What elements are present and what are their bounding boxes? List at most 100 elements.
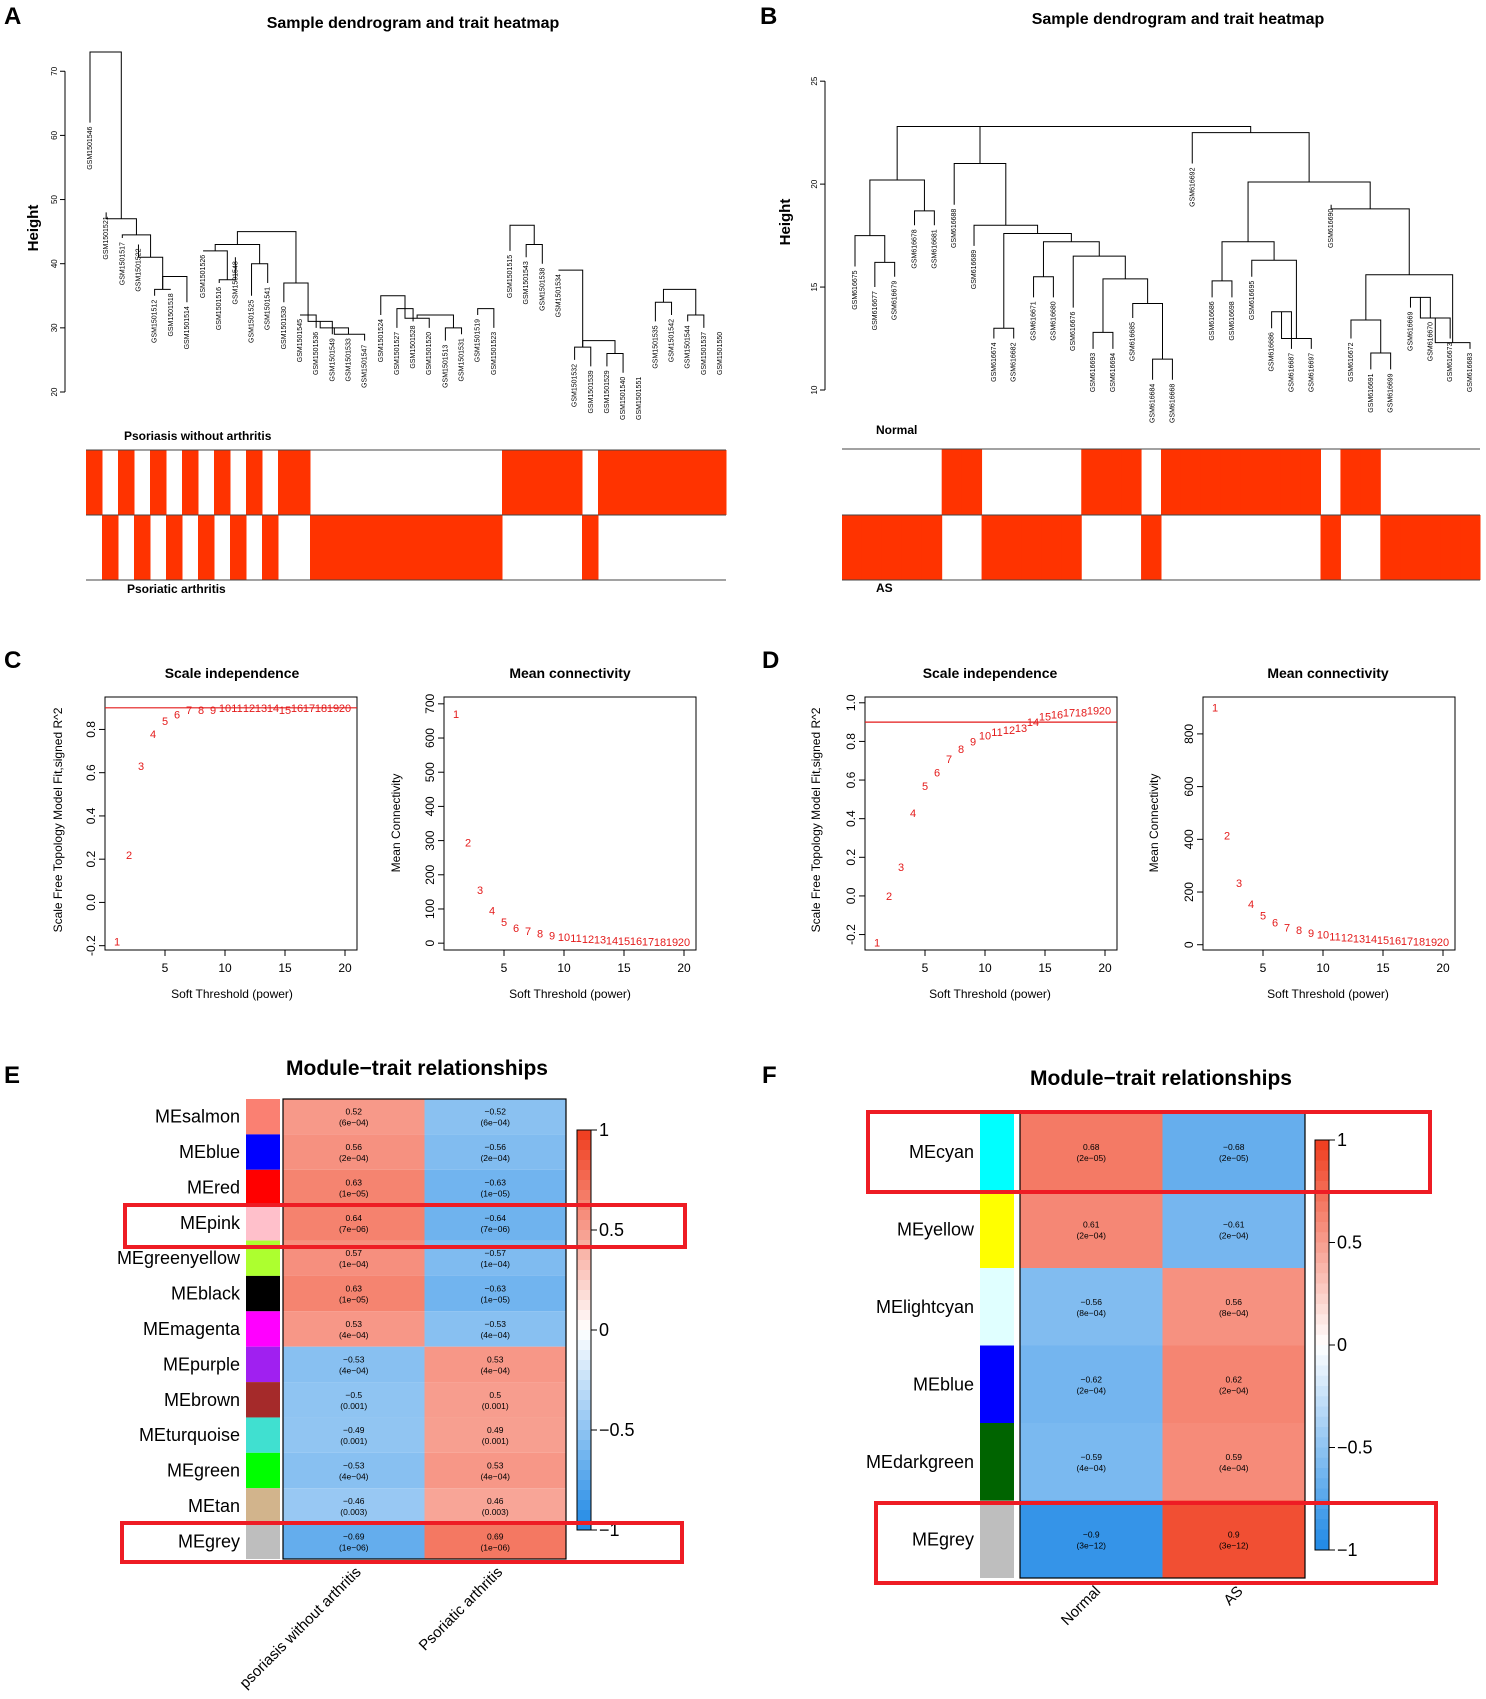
conn-c-point: 16 xyxy=(630,936,642,948)
dendrogram-b-branch xyxy=(914,210,935,226)
heatmap-e-colorbar-step xyxy=(577,1480,591,1491)
dendrogram-a-leaf-label: GSM1501520 xyxy=(426,332,433,375)
dendrogram-b-branch xyxy=(1221,241,1275,281)
heatmap-f-cell-corr: −0.62 xyxy=(1080,1374,1102,1384)
heatmap-e-cell-corr: 0.53 xyxy=(487,1461,504,1471)
dendrogram-b-leaf-label: GSM616675 xyxy=(852,270,859,309)
dendrogram-a-leaf-label: GSM1501549 xyxy=(329,338,336,381)
heatmap-e-colorbar-step xyxy=(577,1450,591,1461)
heatmap-e-cell-pval: (0.003) xyxy=(340,1507,367,1517)
dendrogram-b-leaf-label: GSM616669 xyxy=(1407,312,1414,351)
scale-d-point: 5 xyxy=(922,781,928,793)
conn-d-point: 9 xyxy=(1308,928,1314,940)
heatmap-e-module-label: MEpurple xyxy=(163,1354,240,1374)
heatmap-e-colorbar-step xyxy=(577,1520,591,1531)
dendrogram-a-branch xyxy=(416,314,454,328)
heatmap-e-colorbar-tick-label: 0 xyxy=(599,1320,609,1340)
conn-c-point: 14 xyxy=(606,935,618,947)
heatmap-f-cell xyxy=(1020,1345,1163,1423)
heatmap-e-cell-corr: 0.52 xyxy=(345,1107,362,1117)
conn-c-point: 6 xyxy=(513,923,519,935)
trait-cell-b xyxy=(1220,449,1242,515)
heatmap-f-cell-corr: 0.56 xyxy=(1225,1297,1242,1307)
heatmap-e-highlight-box xyxy=(120,1521,684,1564)
dendrogram-b: Sample dendrogram and trait heatmap Heig… xyxy=(777,11,1481,595)
trait-cell-b xyxy=(941,449,963,515)
scale-c-ytick-label: 0.0 xyxy=(84,894,98,911)
heatmap-e-colorbar-step xyxy=(577,1490,591,1501)
heatmap-e-title: Module−trait relationships xyxy=(286,1057,548,1080)
trait-cell-b xyxy=(1001,515,1022,580)
trait-label-a2: Psoriatic arthritis xyxy=(127,582,226,596)
conn-d-point: 12 xyxy=(1341,932,1353,944)
scale-c-xtick-label: 10 xyxy=(218,961,232,975)
conn-c-point: 1 xyxy=(453,709,459,721)
dendrogram-b-leaf-label: GSM616678 xyxy=(912,229,919,268)
heatmap-e-colorbar-step xyxy=(577,1410,591,1421)
heatmap-f-colorbar-step xyxy=(1315,1293,1329,1305)
heatmap-e-colorbar-step xyxy=(577,1160,591,1171)
trait-cell-a xyxy=(422,515,439,580)
conn-d-point: 10 xyxy=(1317,930,1329,942)
heatmap-e-cell-pval: (2e−04) xyxy=(480,1153,510,1163)
heatmap-f-colorbar-step xyxy=(1315,1427,1329,1438)
heatmap-e-module-swatch xyxy=(246,1417,280,1453)
conn-d-point: 15 xyxy=(1377,935,1389,947)
trait-cell-b xyxy=(1340,449,1361,515)
dendrogram-a-leaf-label: GSM1501513 xyxy=(442,345,449,388)
trait-cell-a xyxy=(358,515,375,580)
heatmap-e-cell-pval: (1e−04) xyxy=(339,1259,369,1269)
trait-cell-b xyxy=(1260,449,1282,515)
heatmap-f-cell-pval: (8e−04) xyxy=(1076,1308,1106,1318)
dendrogram-a-leaf-label: GSM1501524 xyxy=(378,319,385,362)
scale-c-point: 14 xyxy=(267,703,279,715)
heatmap-e-cell xyxy=(283,1099,425,1135)
heatmap-f-colorbar-step xyxy=(1315,1304,1329,1315)
heatmap-e-module-label: MEmagenta xyxy=(143,1319,241,1339)
conn-c-ytick-label: 400 xyxy=(423,796,437,816)
trait-cell-b xyxy=(1200,449,1222,515)
heatmap-f-module-label: MEcyan xyxy=(909,1142,974,1162)
dendrogram-a-leaf-label: GSM1501546 xyxy=(87,126,94,169)
trait-cell-b xyxy=(1041,515,1062,580)
scale-c-title: Scale independence xyxy=(165,665,300,681)
conn-c-xtick-label: 5 xyxy=(501,961,508,975)
heatmap-e-module-swatch xyxy=(246,1382,280,1418)
conn-d-point: 5 xyxy=(1260,911,1266,923)
dendrogram-b-leaf-label: GSM616683 xyxy=(1467,353,1474,392)
heatmap-f-module-label: MEblue xyxy=(913,1374,974,1394)
dendrogram-a-leaf-label: GSM1501541 xyxy=(265,287,272,330)
heatmap-e-cell xyxy=(424,1488,566,1524)
dendrogram-b-leaf-label: GSM616690 xyxy=(1328,209,1335,248)
heatmap-e-cell-pval: (7e−06) xyxy=(480,1224,510,1234)
heatmap-e-cell xyxy=(424,1134,566,1170)
heatmap-e-colorbar-step xyxy=(577,1340,591,1351)
dendrogram-a-branch xyxy=(662,288,697,316)
conn-d-ytick-label: 600 xyxy=(1182,776,1196,796)
heatmap-f-module-swatch xyxy=(980,1113,1014,1191)
trait-cell-a xyxy=(662,450,679,515)
heatmap-e-colorbar-step xyxy=(577,1470,591,1481)
scale-c-point: 3 xyxy=(138,761,144,773)
heatmap-e-cell xyxy=(424,1523,566,1559)
heatmap-f-cell-corr: −0.61 xyxy=(1223,1219,1245,1229)
heatmap-e-module-label: MEturquoise xyxy=(139,1425,240,1445)
heatmap-e-cell-pval: (0.003) xyxy=(482,1507,509,1517)
heatmap-f-colorbar-step xyxy=(1315,1519,1329,1530)
heatmap-e-module-label: MEblue xyxy=(179,1142,240,1162)
heatmap-e-cell xyxy=(283,1346,425,1383)
heatmap-f-cell xyxy=(1020,1268,1163,1346)
conn-c-point: 7 xyxy=(525,926,531,938)
dendrogram-b-ytick-label: 15 xyxy=(810,282,819,291)
heatmap-f-colorbar-step xyxy=(1315,1447,1329,1459)
heatmap-e-colorbar-step xyxy=(577,1140,591,1151)
heatmap-f-colorbar-tick-label: 0.5 xyxy=(1337,1233,1362,1253)
heatmap-f-module-label: MElightcyan xyxy=(876,1297,974,1317)
heatmap-e-cell-pval: (1e−05) xyxy=(480,1295,510,1305)
conn-c-xtick-label: 15 xyxy=(617,961,631,975)
scale-d-ytick-label: 0.8 xyxy=(844,733,858,750)
dendrogram-b-branch xyxy=(1419,297,1451,339)
heatmap-e-module-label: MEbrown xyxy=(164,1390,240,1410)
heatmap-f-colorbar-step xyxy=(1315,1396,1329,1407)
dendrogram-a-leaf-label: GSM1501542 xyxy=(669,319,676,362)
